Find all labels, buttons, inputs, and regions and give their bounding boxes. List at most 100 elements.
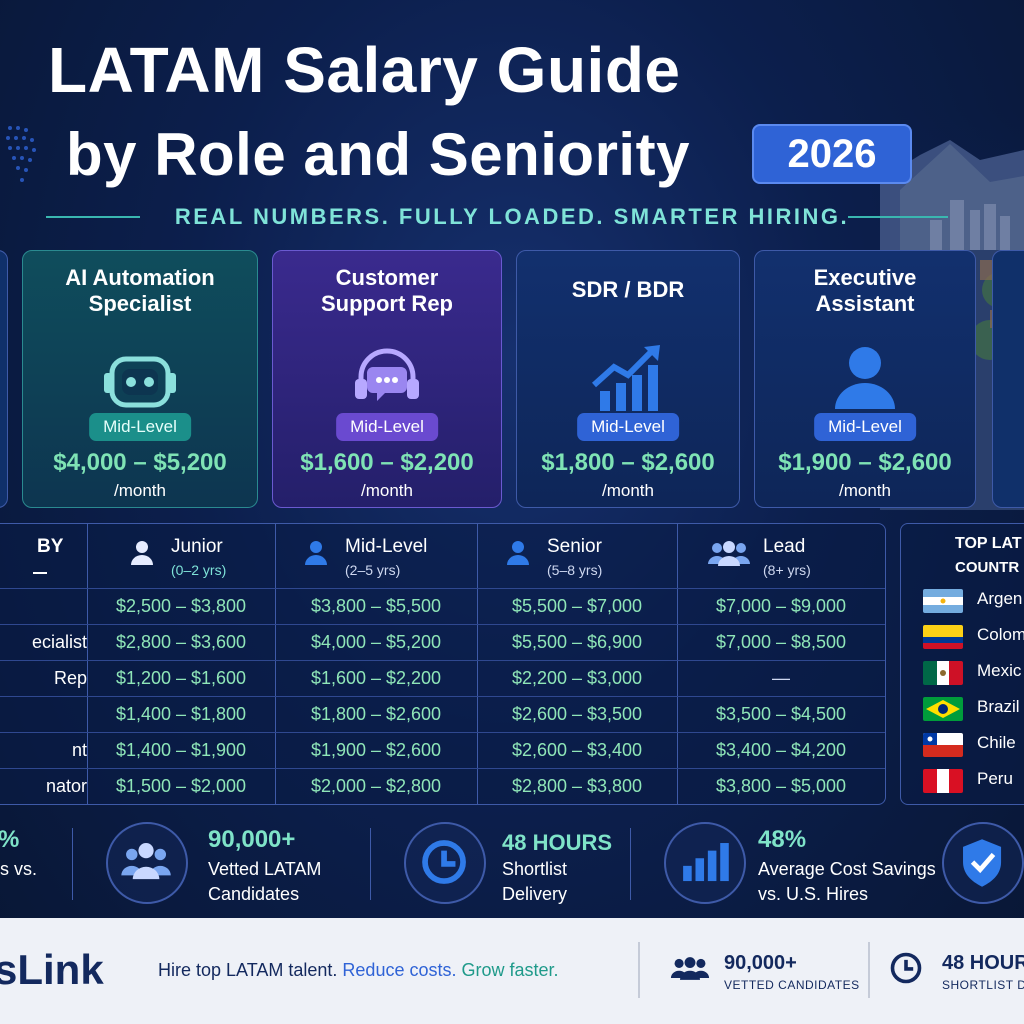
tagline: REAL NUMBERS. FULLY LOADED. SMARTER HIRI… (174, 204, 850, 229)
table-cell: $3,500 – $4,500 (715, 704, 847, 724)
salary-unit: /month (602, 481, 654, 500)
stat-divider (630, 828, 631, 900)
table-cell: $2,600 – $3,400 (511, 740, 643, 760)
card-title-line1: AI Automation (65, 265, 215, 290)
country-name: Colom (977, 625, 1024, 644)
clock-icon (422, 840, 466, 884)
role-card-partial-left (0, 250, 8, 508)
salary-range: $1,900 – $2,600 (778, 449, 952, 476)
table-cell: $3,800 – $5,000 (715, 776, 847, 796)
tagline-divider-right (848, 216, 948, 218)
role-card-sdr-bdr[interactable]: SDR / BDR Mid-Level $1,800 – $2,600 /mon… (516, 250, 740, 508)
bar-chart-icon (683, 843, 729, 882)
card-title-line2: Specialist (88, 291, 192, 316)
role-card-customer-support[interactable]: Customer Support Rep Mid-Level $1,600 – … (272, 250, 502, 508)
table-cell: $5,500 – $6,900 (511, 632, 643, 652)
country-name: Peru (977, 769, 1013, 788)
table-cell: $1,800 – $2,600 (310, 704, 442, 724)
savings-stat-circle (664, 822, 746, 904)
salary-range: $1,600 – $2,200 (300, 449, 474, 476)
role-card-executive-assistant[interactable]: Executive Assistant Mid-Level $1,900 – $… (754, 250, 976, 508)
footer-tagline-c: Grow faster. (461, 960, 559, 980)
column-header-lead: Lead (8+ yrs) (677, 524, 885, 588)
page-title-line1: LATAM Salary Guide (48, 34, 681, 106)
column-title: Lead (763, 536, 806, 557)
hours-stat-line2: Delivery (502, 884, 568, 904)
tagline-divider-left (46, 216, 140, 218)
card-title-line1: Customer (335, 265, 439, 290)
chile-flag-icon (923, 733, 963, 757)
row-role: nt (71, 740, 87, 760)
shield-stat-circle (942, 822, 1024, 904)
footer-bar: sLink Hire top LATAM talent. Reduce cost… (0, 918, 1024, 1024)
salary-unit: /month (361, 481, 413, 500)
argentina-flag-icon (923, 589, 963, 613)
candidates-stat-line1: Vetted LATAM (208, 859, 322, 879)
brazil-flag-icon (923, 697, 963, 721)
hours-stat-circle (404, 822, 486, 904)
salary-table: BY Junior (0–2 yrs) Mid-Level (2–5 yrs) … (0, 523, 886, 805)
footer-stat1-value: 90,000+ (724, 952, 797, 974)
page-title-line2: by Role and Seniority (66, 121, 690, 188)
card-title-line2: Assistant (815, 291, 915, 316)
team-icon (670, 957, 710, 980)
salary-range: $4,000 – $5,200 (53, 449, 227, 476)
corner-label: BY (37, 536, 64, 557)
countries-title-line2: COUNTR (955, 559, 1020, 576)
team-icon (121, 843, 171, 880)
growth-chart-icon (591, 345, 660, 411)
candidates-stat-line2: Candidates (208, 884, 300, 904)
candidates-stat-circle (106, 822, 188, 904)
footer-tagline: Hire top LATAM talent. Reduce costs. Gro… (158, 960, 559, 981)
headset-chat-icon (355, 348, 419, 401)
card-title-line1: Executive (813, 265, 917, 290)
savings-stat-line1: Average Cost Savings (758, 859, 936, 879)
footer-tagline-a: Hire top LATAM talent. (158, 960, 338, 980)
table-cell: $3,400 – $4,200 (715, 740, 847, 760)
stat-divider (72, 828, 73, 900)
row-role (0, 696, 87, 732)
footer-stat2-value: 48 HOURS (942, 952, 1024, 974)
card-title-line1: SDR / BDR (571, 277, 685, 302)
column-title: Mid-Level (345, 536, 428, 557)
level-pill: Mid-Level (336, 413, 438, 441)
role-card-ai-automation[interactable]: AI Automation Specialist Mid-Level $4,00… (22, 250, 258, 508)
table-cell: $1,400 – $1,900 (115, 740, 247, 760)
column-title: Senior (547, 536, 602, 557)
table-cell: $2,000 – $2,800 (310, 776, 442, 796)
country-name: Mexic (977, 661, 1022, 680)
table-cell: $1,400 – $1,800 (115, 704, 247, 724)
hours-stat-line1: Shortlist (502, 859, 568, 879)
team-icon (708, 541, 750, 566)
footer-stat1-label: VETTED CANDIDATES (724, 978, 860, 992)
country-name: Chile (977, 733, 1016, 752)
column-title: Junior (171, 536, 223, 557)
table-cell: $2,800 – $3,600 (115, 632, 247, 652)
brand-logo: sLink (0, 946, 104, 993)
salary-unit: /month (114, 481, 166, 500)
role-card-partial-right (992, 250, 1024, 508)
level-pill: Mid-Level (577, 413, 679, 441)
top-countries-panel: TOP LAT COUNTR Argen Colom Mexic Brazil (900, 523, 1024, 805)
country-name: Argen (977, 589, 1023, 608)
table-cell: $1,500 – $2,000 (115, 776, 247, 796)
table-cell: $1,600 – $2,200 (310, 668, 442, 688)
table-cell: $7,000 – $8,500 (715, 632, 847, 652)
corner-dash (33, 572, 47, 574)
savings-stat-line2: vs. U.S. Hires (758, 884, 869, 904)
clock-icon (890, 952, 922, 984)
year-badge: 2026 (752, 124, 912, 184)
countries-title: TOP LAT COUNTR (955, 532, 1022, 580)
table-corner: BY (0, 524, 87, 588)
row-role: Rep (53, 668, 87, 688)
table-cell: $7,000 – $9,000 (715, 596, 847, 616)
footer-stat2-label: SHORTLIST DEL (942, 978, 1024, 992)
stat-divider (370, 828, 371, 900)
salary-range: $1,800 – $2,600 (541, 449, 715, 476)
person-icon (507, 541, 529, 565)
person-icon (131, 541, 153, 565)
person-icon (835, 347, 895, 409)
row-role (0, 588, 87, 624)
countries-title-line1: TOP LAT (955, 535, 1022, 552)
table-cell: $4,000 – $5,200 (310, 632, 442, 652)
